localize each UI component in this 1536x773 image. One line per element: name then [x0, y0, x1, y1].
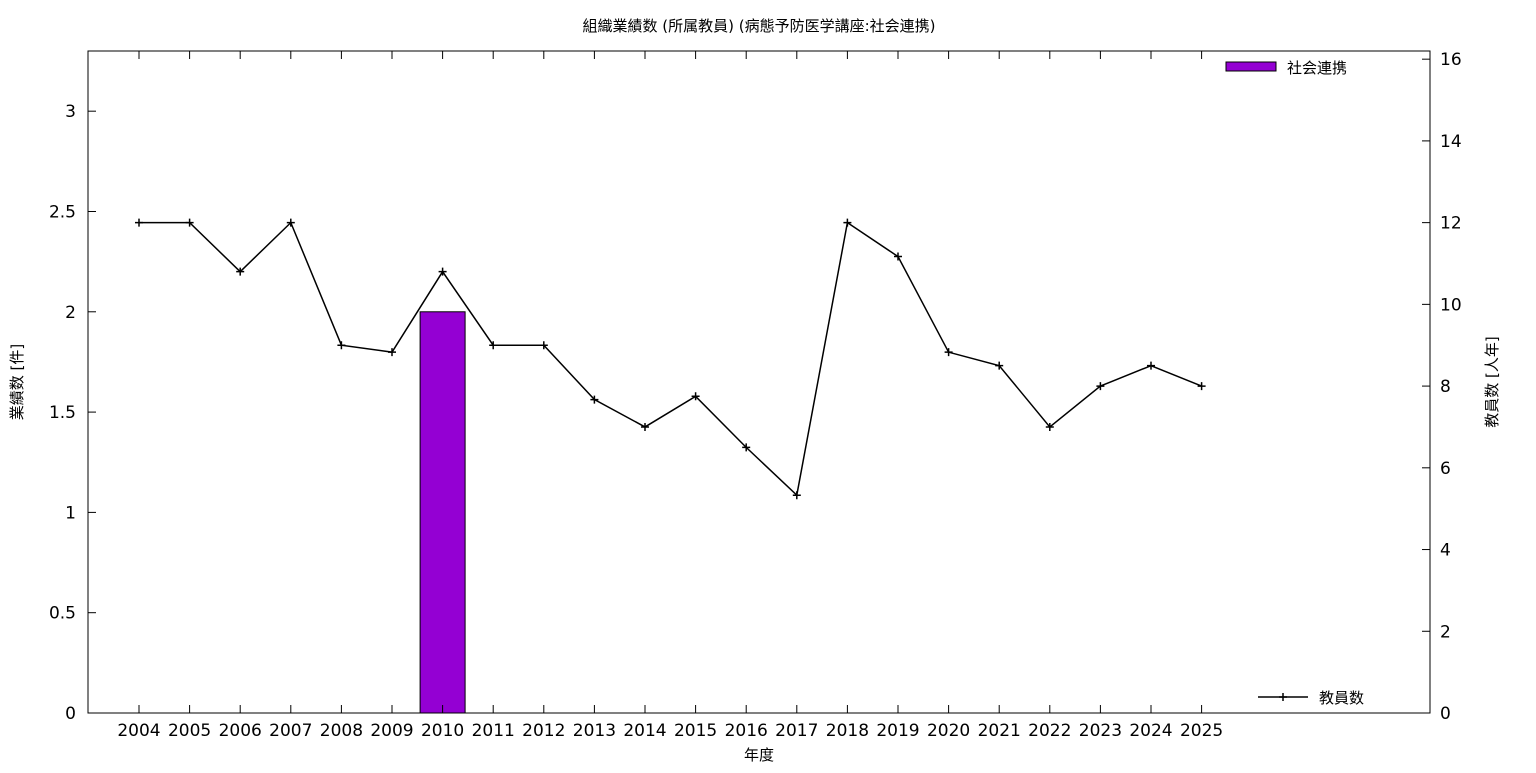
x-tick-label-2016: 2016: [725, 721, 768, 741]
point-2004: [135, 218, 143, 227]
point-2008: [337, 341, 346, 350]
plot-frame: [87, 50, 1431, 714]
point-2009: [388, 348, 396, 357]
y-axis-right-label: 教員数 [人年]: [1483, 336, 1501, 427]
y-left-tick-label-1: 0.5: [49, 604, 76, 624]
legend-swatch-marker: [1279, 693, 1287, 701]
point-2025: [1197, 382, 1206, 391]
y-right-tick-label-2: 4: [1440, 541, 1451, 561]
point-2012: [539, 341, 548, 350]
line-teachers: [139, 221, 1202, 497]
point-2016: [742, 443, 751, 452]
bar-layer: [419, 311, 466, 714]
x-tick-label-2025: 2025: [1180, 721, 1223, 741]
y-right-tick-label-5: 10: [1440, 295, 1462, 315]
y-left-tick-label-6: 3: [65, 102, 76, 122]
y-right-tick-label-3: 6: [1440, 459, 1451, 479]
x-axis-label: 年度: [744, 746, 774, 764]
y-left-tick-label-2: 1: [65, 503, 76, 523]
point-2022: [1045, 422, 1054, 431]
point-2014: [641, 422, 649, 431]
x-tick-label-2004: 2004: [117, 721, 160, 741]
y-left-tick-label-5: 2.5: [49, 202, 76, 222]
y-right-tick-label-7: 14: [1440, 132, 1462, 152]
point-2018: [843, 218, 852, 227]
x-tick-label-2023: 2023: [1079, 721, 1122, 741]
legend-label-bar: 社会連携: [1287, 59, 1347, 77]
x-tick-label-2010: 2010: [421, 721, 464, 741]
legend-label-line: 教員数: [1319, 689, 1364, 707]
x-tick-label-2011: 2011: [472, 721, 515, 741]
x-tick-label-2014: 2014: [623, 721, 666, 741]
line-layer: [135, 218, 1206, 500]
x-tick-label-2012: 2012: [522, 721, 565, 741]
point-2013: [590, 395, 599, 404]
y-right-tick-label-8: 16: [1440, 50, 1462, 70]
x-tick-label-2008: 2008: [320, 721, 363, 741]
x-tick-label-2015: 2015: [674, 721, 717, 741]
x-tick-label-2007: 2007: [269, 721, 312, 741]
x-tick-label-2020: 2020: [927, 721, 970, 741]
point-2017: [792, 491, 801, 500]
y-left-tick-label-4: 2: [65, 303, 76, 323]
x-tick-label-2009: 2009: [370, 721, 413, 741]
point-2023: [1096, 382, 1105, 391]
x-tick-label-2006: 2006: [219, 721, 262, 741]
y-left-tick-label-0: 0: [65, 704, 76, 724]
point-2021: [995, 361, 1004, 370]
y-axis-left-label: 業績数 [件]: [8, 344, 26, 420]
y-left-tick-label-3: 1.5: [49, 403, 76, 423]
point-2019: [894, 252, 902, 261]
x-tick-label-2021: 2021: [978, 721, 1021, 741]
y-right-tick-label-4: 8: [1440, 377, 1451, 397]
chart-title: 組織業績数 (所属教員) (病態予防医学講座:社会連携): [582, 17, 935, 35]
point-2020: [944, 348, 953, 357]
point-2011: [489, 341, 498, 350]
legend-swatch-bar: [1225, 61, 1277, 72]
x-tick-label-2018: 2018: [826, 721, 869, 741]
tick-layer: 2004 2005 2006 2007 2008 2009 2010 2011 2012 2013…: [49, 50, 1462, 741]
point-2005: [185, 218, 194, 227]
x-tick-label-2017: 2017: [775, 721, 818, 741]
x-tick-label-2022: 2022: [1028, 721, 1071, 741]
point-2024: [1147, 361, 1155, 370]
bar-2010: [419, 311, 466, 714]
y-right-tick-label-1: 2: [1440, 622, 1451, 642]
x-tick-label-2013: 2013: [573, 721, 616, 741]
y-right-tick-label-6: 12: [1440, 214, 1462, 234]
point-2010: [438, 267, 447, 276]
x-tick-label-2005: 2005: [168, 721, 211, 741]
point-2015: [691, 392, 700, 401]
x-tick-label-2024: 2024: [1129, 721, 1172, 741]
x-tick-label-2019: 2019: [876, 721, 919, 741]
point-2006: [236, 267, 245, 276]
point-2007: [286, 218, 295, 227]
y-right-tick-label-0: 0: [1440, 704, 1451, 724]
legend: 社会連携 教員数: [1225, 59, 1364, 707]
